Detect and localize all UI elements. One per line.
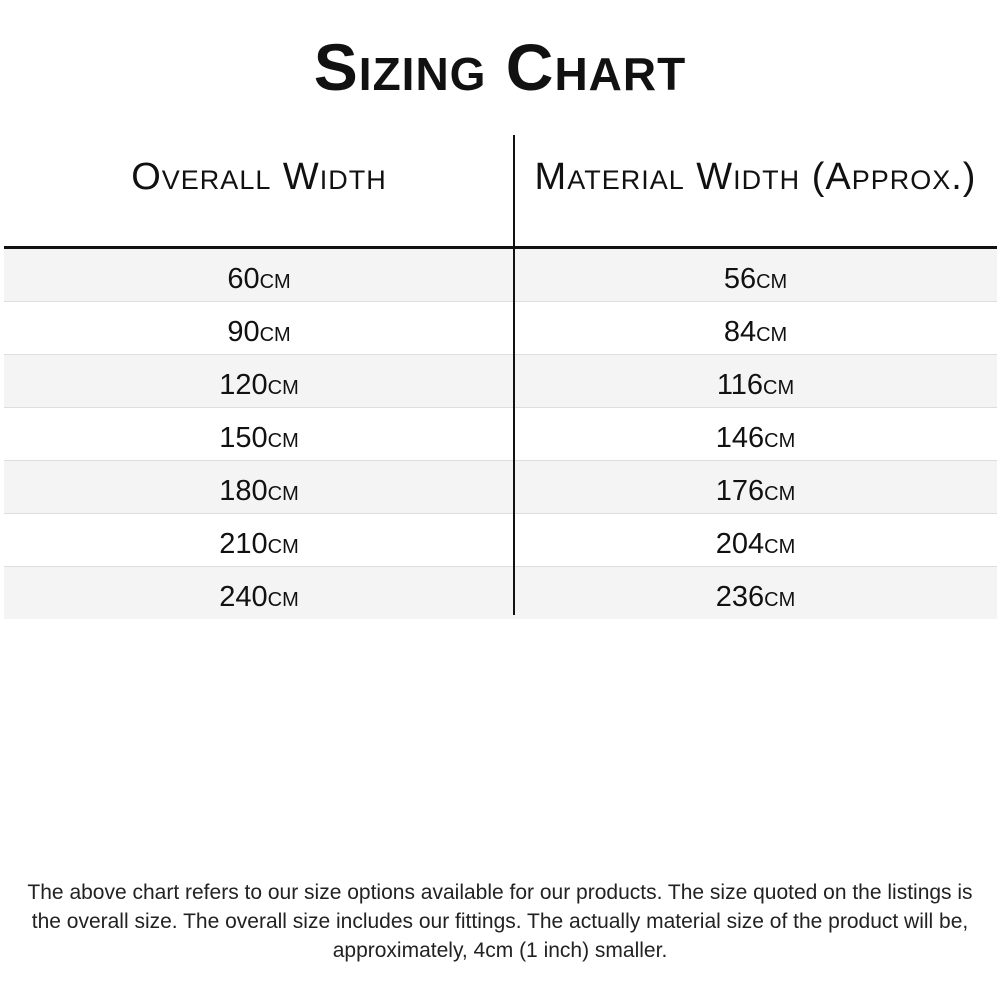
material-width-cell: 84cm bbox=[723, 316, 788, 348]
overall-width-cell: 150cm bbox=[219, 422, 299, 454]
material-width-cell: 236cm bbox=[715, 581, 796, 613]
overall-width-cell: 240cm bbox=[219, 581, 299, 613]
table-row: 180cm 176cm bbox=[4, 461, 997, 514]
footnote: The above chart refers to our size optio… bbox=[27, 881, 973, 962]
table-row: 90cm 84cm bbox=[4, 302, 997, 355]
column-divider bbox=[513, 135, 515, 615]
material-width-cell: 56cm bbox=[723, 263, 788, 295]
table-row: 210cm 204cm bbox=[4, 514, 997, 567]
table-row: 60cm 56cm bbox=[4, 249, 997, 302]
overall-width-cell: 90cm bbox=[227, 316, 291, 348]
header-material-width: Material Width (Approx.) bbox=[534, 156, 977, 198]
page-title: Sizing Chart bbox=[313, 30, 687, 104]
material-width-cell: 146cm bbox=[715, 422, 796, 454]
header-overall-width: Overall Width bbox=[131, 156, 387, 198]
overall-width-cell: 210cm bbox=[219, 528, 299, 560]
table-row: 120cm 116cm bbox=[4, 355, 997, 408]
table-body: 60cm 56cm 90cm 84cm 120cm 116cm 150cm 146cm 180c… bbox=[4, 249, 997, 619]
table-row: 240cm 236cm bbox=[4, 567, 997, 619]
overall-width-cell: 60cm bbox=[227, 263, 291, 295]
table-header: Overall Width Material Width (Approx.) bbox=[4, 135, 997, 249]
table-row: 150cm 146cm bbox=[4, 408, 997, 461]
sizing-table: Overall Width Material Width (Approx.) 6… bbox=[4, 135, 997, 619]
material-width-cell: 176cm bbox=[715, 475, 796, 507]
overall-width-cell: 180cm bbox=[219, 475, 299, 507]
overall-width-cell: 120cm bbox=[219, 369, 299, 401]
material-width-cell: 204cm bbox=[715, 528, 796, 560]
material-width-cell: 116cm bbox=[716, 369, 795, 401]
